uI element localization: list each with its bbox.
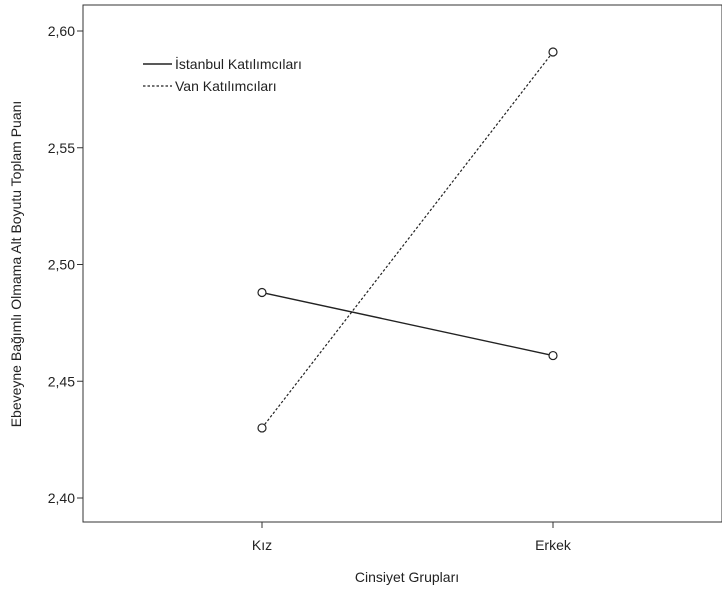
data-point-istanbul-erkek	[548, 350, 558, 361]
series-line-van	[261, 51, 554, 429]
data-point-van-kiz	[257, 423, 267, 433]
legend-label-van: Van Katılımcıları	[175, 78, 277, 94]
plot-area	[82, 4, 722, 523]
y-axis: 2,40 2,45 2,50 2,55 2,60	[48, 23, 83, 506]
legend-label-istanbul: İstanbul Katılımcıları	[175, 55, 302, 72]
series-layer	[257, 47, 558, 433]
x-axis-title: Cinsiyet Grupları	[355, 569, 459, 585]
y-tick-label: 2,55	[48, 140, 75, 156]
series-line-istanbul	[261, 291, 554, 357]
y-tick-label: 2,50	[48, 257, 75, 273]
y-tick-label: 2,45	[48, 373, 75, 389]
y-tick-label: 2,40	[48, 490, 75, 506]
x-tick-label: Erkek	[535, 537, 572, 553]
y-tick-label: 2,60	[48, 23, 75, 39]
legend: İstanbul Katılımcıları Van Katılımcıları	[143, 55, 302, 94]
y-axis-title: Ebeveyne Bağımlı Olmama Alt Boyutu Topla…	[8, 101, 24, 428]
data-point-van-erkek	[548, 47, 558, 57]
x-tick-label: Kız	[252, 537, 272, 553]
x-axis: Kız Erkek	[252, 522, 572, 553]
data-point-istanbul-kiz	[257, 287, 267, 298]
